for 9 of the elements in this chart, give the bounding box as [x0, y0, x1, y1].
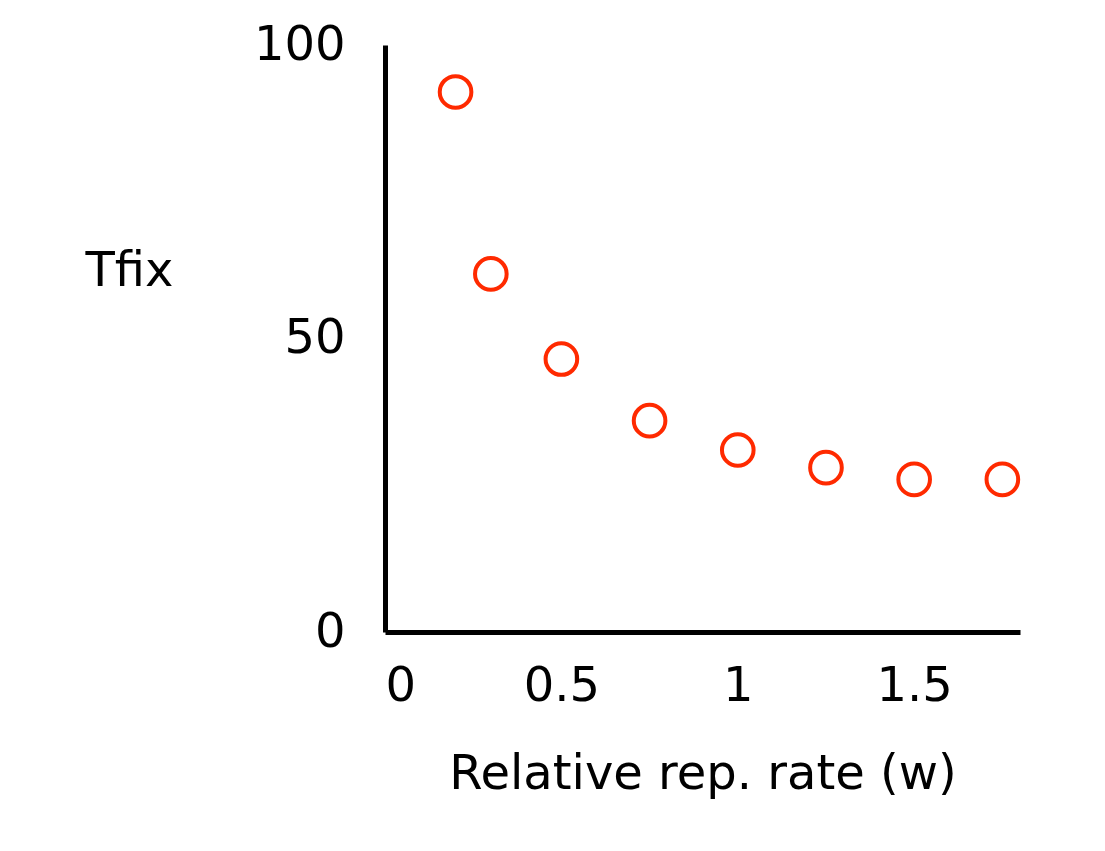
x-tick-label: 0.5: [523, 655, 601, 712]
x-axis-title: Relative rep. rate (w): [449, 743, 957, 800]
x-tick-label: 0: [385, 655, 417, 712]
y-tick-label: 50: [284, 308, 346, 364]
y-tick-label: 0: [314, 601, 346, 658]
x-tick-label: 1.5: [876, 655, 953, 712]
x-tick-label: 1: [723, 655, 754, 712]
y-axis-title: Tfix: [84, 240, 174, 297]
y-tick-label: 100: [253, 14, 346, 71]
